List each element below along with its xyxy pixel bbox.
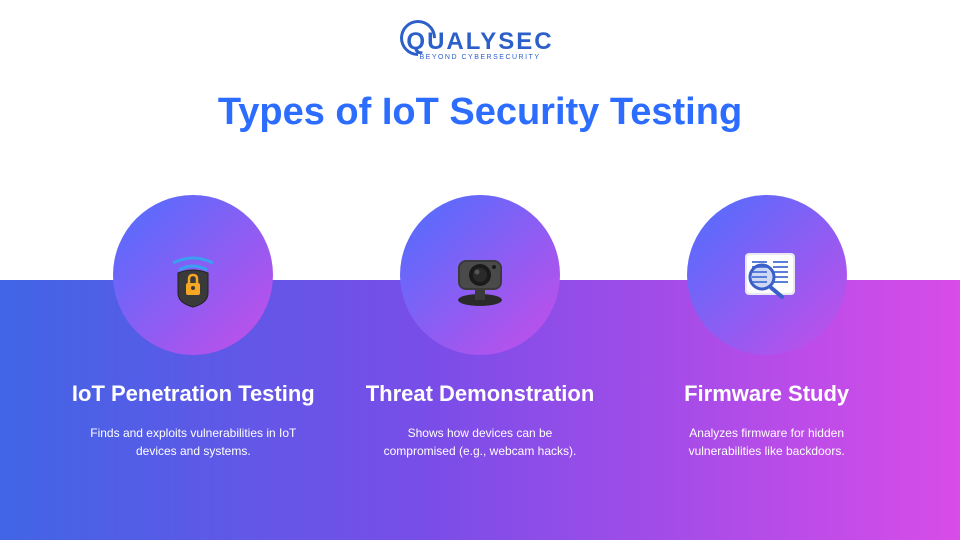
webcam-icon <box>440 235 520 315</box>
circle-2 <box>400 195 560 355</box>
card-penetration: IoT Penetration Testing Finds and exploi… <box>63 195 323 460</box>
card-firmware: Firmware Study Analyzes firmware for hid… <box>637 195 897 460</box>
card-threat: Threat Demonstration Shows how devices c… <box>350 195 610 460</box>
logo-area: QUALYSEC BEYOND CYBERSECURITY <box>400 20 561 61</box>
card-desc-1: Finds and exploits vulnerabilities in Io… <box>63 424 323 460</box>
card-title-1: IoT Penetration Testing <box>72 380 315 409</box>
cards-row: IoT Penetration Testing Finds and exploi… <box>0 195 960 460</box>
shield-wifi-lock-icon <box>153 235 233 315</box>
circle-3 <box>687 195 847 355</box>
page-title: Types of IoT Security Testing <box>218 91 742 134</box>
logo-tagline: BEYOND CYBERSECURITY <box>419 54 540 61</box>
document-magnifier-icon <box>727 235 807 315</box>
circle-1 <box>113 195 273 355</box>
card-title-2: Threat Demonstration <box>366 380 595 409</box>
card-title-3: Firmware Study <box>684 380 849 409</box>
card-desc-3: Analyzes firmware for hidden vulnerabili… <box>637 424 897 460</box>
card-desc-2: Shows how devices can be compromised (e.… <box>350 424 610 460</box>
